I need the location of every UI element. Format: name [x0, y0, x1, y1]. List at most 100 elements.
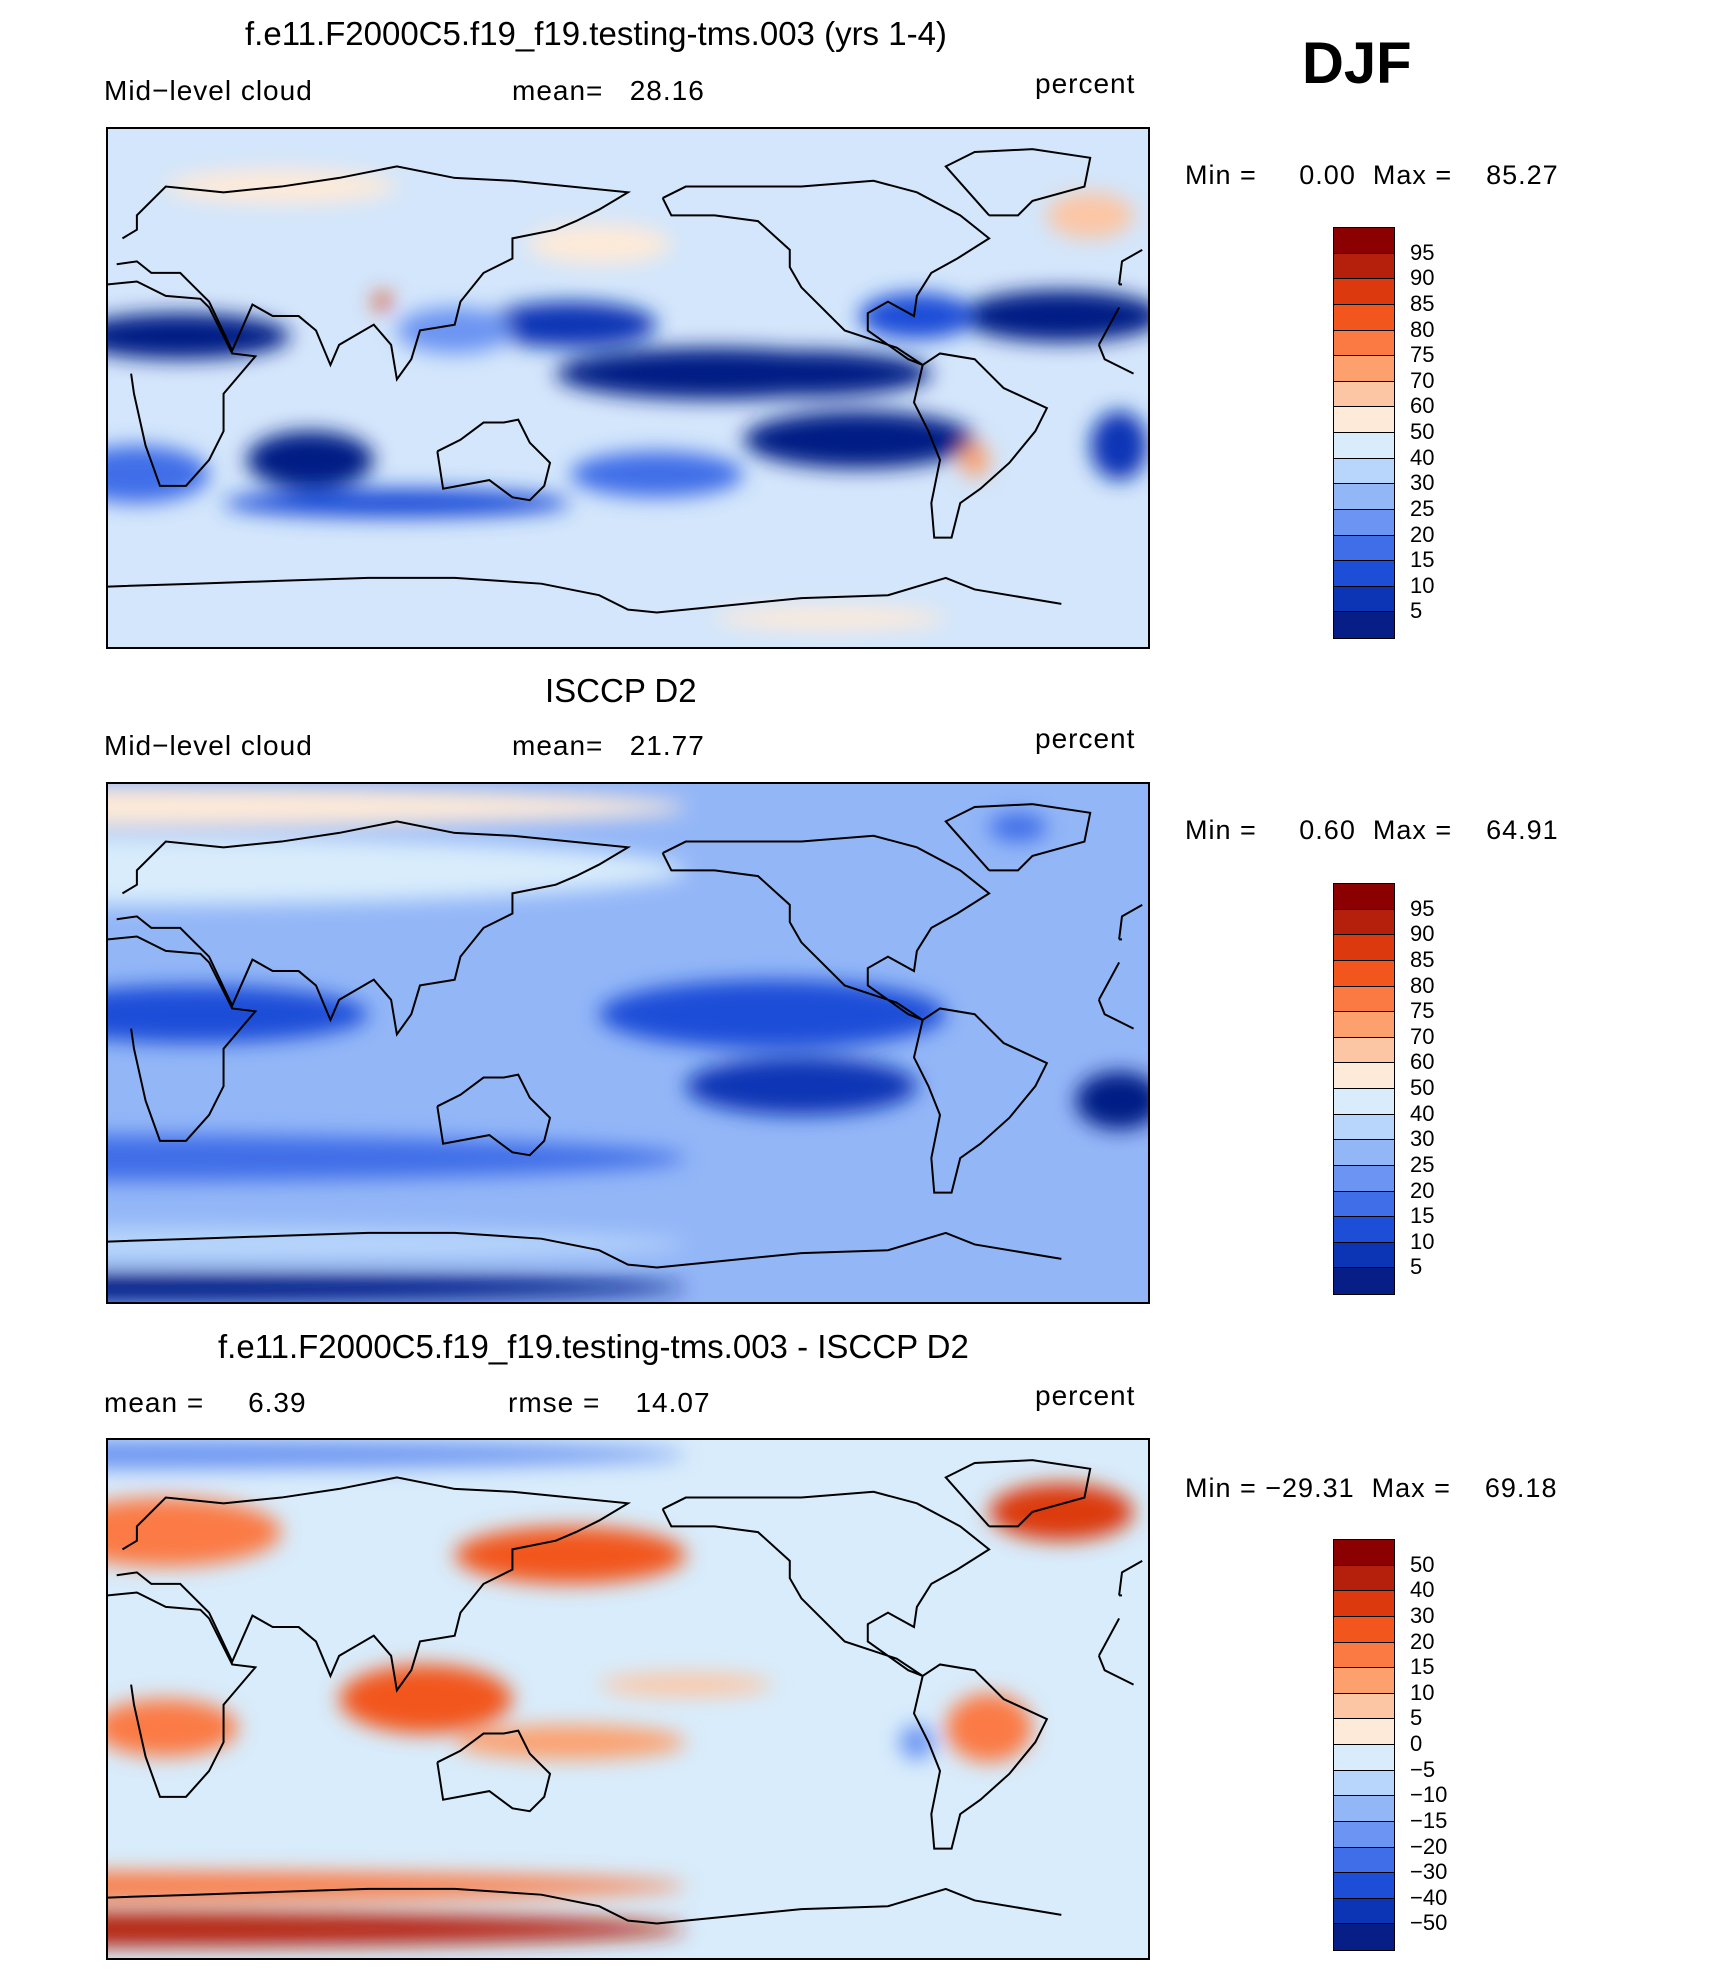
- colorbar-tick-label: 20: [1410, 1628, 1435, 1654]
- field-contour: [483, 301, 657, 348]
- colorbar-segment: [1334, 1668, 1394, 1694]
- colorbar-tick-label: 5: [1410, 598, 1423, 624]
- colorbar-tick-label: 0: [1410, 1731, 1423, 1756]
- colorbar-segment: [1334, 884, 1394, 910]
- field-contour: [108, 1699, 238, 1757]
- coastline: [1118, 248, 1143, 285]
- colorbar-tick-label: 30: [1410, 1602, 1435, 1628]
- panel-title: f.e11.F2000C5.f19_f19.testing-tms.003 (y…: [245, 15, 947, 52]
- coastline: [108, 1231, 1062, 1269]
- colorbar-tick-label: 75: [1410, 342, 1435, 368]
- colorbar-segment: [1334, 253, 1394, 280]
- panel-left-label: Mid−level cloud: [104, 75, 313, 106]
- panel-title: f.e11.F2000C5.f19_f19.testing-tms.003 - …: [218, 1328, 969, 1365]
- field-contour: [373, 293, 392, 311]
- colorbar-tick-label: 30: [1410, 1126, 1435, 1152]
- colorbar-segment: [1334, 1140, 1394, 1166]
- colorbar-tick-label: −10: [1410, 1782, 1448, 1808]
- colorbar: [1333, 227, 1395, 639]
- panel-mean-label: mean= 21.77: [512, 730, 705, 761]
- season-label: DJF: [1302, 31, 1412, 96]
- colorbar-tick-label: 10: [1410, 572, 1435, 598]
- colorbar-segment: [1334, 1924, 1394, 1950]
- colorbar-segment: [1334, 1114, 1394, 1141]
- panel-title: ISCCP D2: [545, 672, 697, 709]
- field-contour: [108, 1911, 686, 1947]
- colorbar-segment: [1334, 1821, 1394, 1848]
- colorbar-segment: [1334, 381, 1394, 408]
- colorbar-tick-label: 75: [1410, 998, 1435, 1024]
- colorbar-segment: [1334, 986, 1394, 1013]
- field-contour: [599, 1673, 773, 1697]
- coastline: [1118, 1559, 1143, 1596]
- coastline: [661, 179, 991, 366]
- map-panel: [106, 1438, 1150, 1960]
- field-contour: [526, 223, 672, 265]
- panel-mean-label: mean= 28.16: [512, 75, 705, 106]
- colorbar-tick-label: 10: [1410, 1228, 1435, 1254]
- panel-left-label: Mid−level cloud: [104, 730, 313, 761]
- colorbar-tick-label: 50: [1410, 1075, 1435, 1100]
- minmax-label: Min = 0.60 Max = 64.91: [1185, 815, 1559, 845]
- colorbar-tick-label: 5: [1410, 1254, 1423, 1280]
- colorbar-tick-label: 60: [1410, 1049, 1435, 1075]
- panel-left-label: mean = 6.39: [104, 1387, 307, 1418]
- field-contour: [685, 1057, 917, 1115]
- colorbar-segment: [1334, 1063, 1394, 1089]
- colorbar-segment: [1334, 1217, 1394, 1243]
- coastline: [1097, 1655, 1135, 1686]
- field-contour: [108, 786, 686, 828]
- colorbar-tick-label: 80: [1410, 316, 1435, 342]
- colorbar-tick-label: 40: [1410, 1100, 1435, 1126]
- colorbar-segment: [1334, 1642, 1394, 1669]
- field-contour: [108, 1497, 282, 1567]
- panel-units-label: percent: [1035, 723, 1136, 754]
- coastline: [912, 352, 1049, 539]
- coastline: [912, 1663, 1049, 1850]
- coastline: [944, 1459, 1092, 1528]
- colorbar-segment: [1334, 304, 1394, 331]
- coastline: [436, 418, 552, 502]
- field-contour: [743, 411, 975, 469]
- colorbar-tick-label: −20: [1410, 1833, 1448, 1859]
- map-svg: [108, 129, 1148, 647]
- colorbar-tick-label: −50: [1410, 1910, 1448, 1936]
- colorbar-segment: [1334, 1847, 1394, 1874]
- colorbar-segment: [1334, 586, 1394, 613]
- field-contour: [570, 451, 744, 498]
- field-contour: [945, 1693, 1033, 1763]
- field-contour: [671, 350, 932, 397]
- colorbar-segment: [1334, 1693, 1394, 1720]
- colorbar-segment: [1334, 1719, 1394, 1745]
- colorbar-segment: [1334, 407, 1394, 433]
- colorbar-segment: [1334, 1268, 1394, 1294]
- colorbar-segment: [1334, 935, 1394, 961]
- field-contour: [899, 1724, 935, 1760]
- colorbar-segment: [1334, 484, 1394, 510]
- map-svg: [108, 1440, 1148, 1958]
- colorbar-segment: [1334, 1165, 1394, 1192]
- colorbar-tick-label: 40: [1410, 1577, 1435, 1603]
- field-contour: [960, 442, 990, 478]
- field-contour: [108, 1135, 686, 1182]
- coastline: [1098, 1617, 1120, 1657]
- colorbar-tick-label: 80: [1410, 972, 1435, 998]
- colorbar-segment: [1334, 1565, 1394, 1592]
- colorbar-segment: [1334, 356, 1394, 382]
- coastline: [661, 1490, 991, 1677]
- coastline: [108, 576, 1062, 614]
- field-contour: [1090, 411, 1148, 481]
- colorbar-tick-label: 20: [1410, 521, 1435, 547]
- colorbar: [1333, 1539, 1395, 1951]
- panel-units-label: percent: [1035, 1380, 1136, 1411]
- colorbar-tick-label: 25: [1410, 1151, 1435, 1177]
- colorbar-segment: [1334, 279, 1394, 305]
- field-contour: [108, 1440, 686, 1469]
- colorbar-segment: [1334, 1745, 1394, 1771]
- colorbar-segment: [1334, 458, 1394, 485]
- colorbar-segment: [1334, 909, 1394, 936]
- colorbar: [1333, 883, 1395, 1295]
- coastline: [108, 1591, 258, 1798]
- minmax-label: Min = −29.31 Max = 69.18: [1185, 1473, 1558, 1503]
- colorbar-tick-label: 90: [1410, 265, 1435, 291]
